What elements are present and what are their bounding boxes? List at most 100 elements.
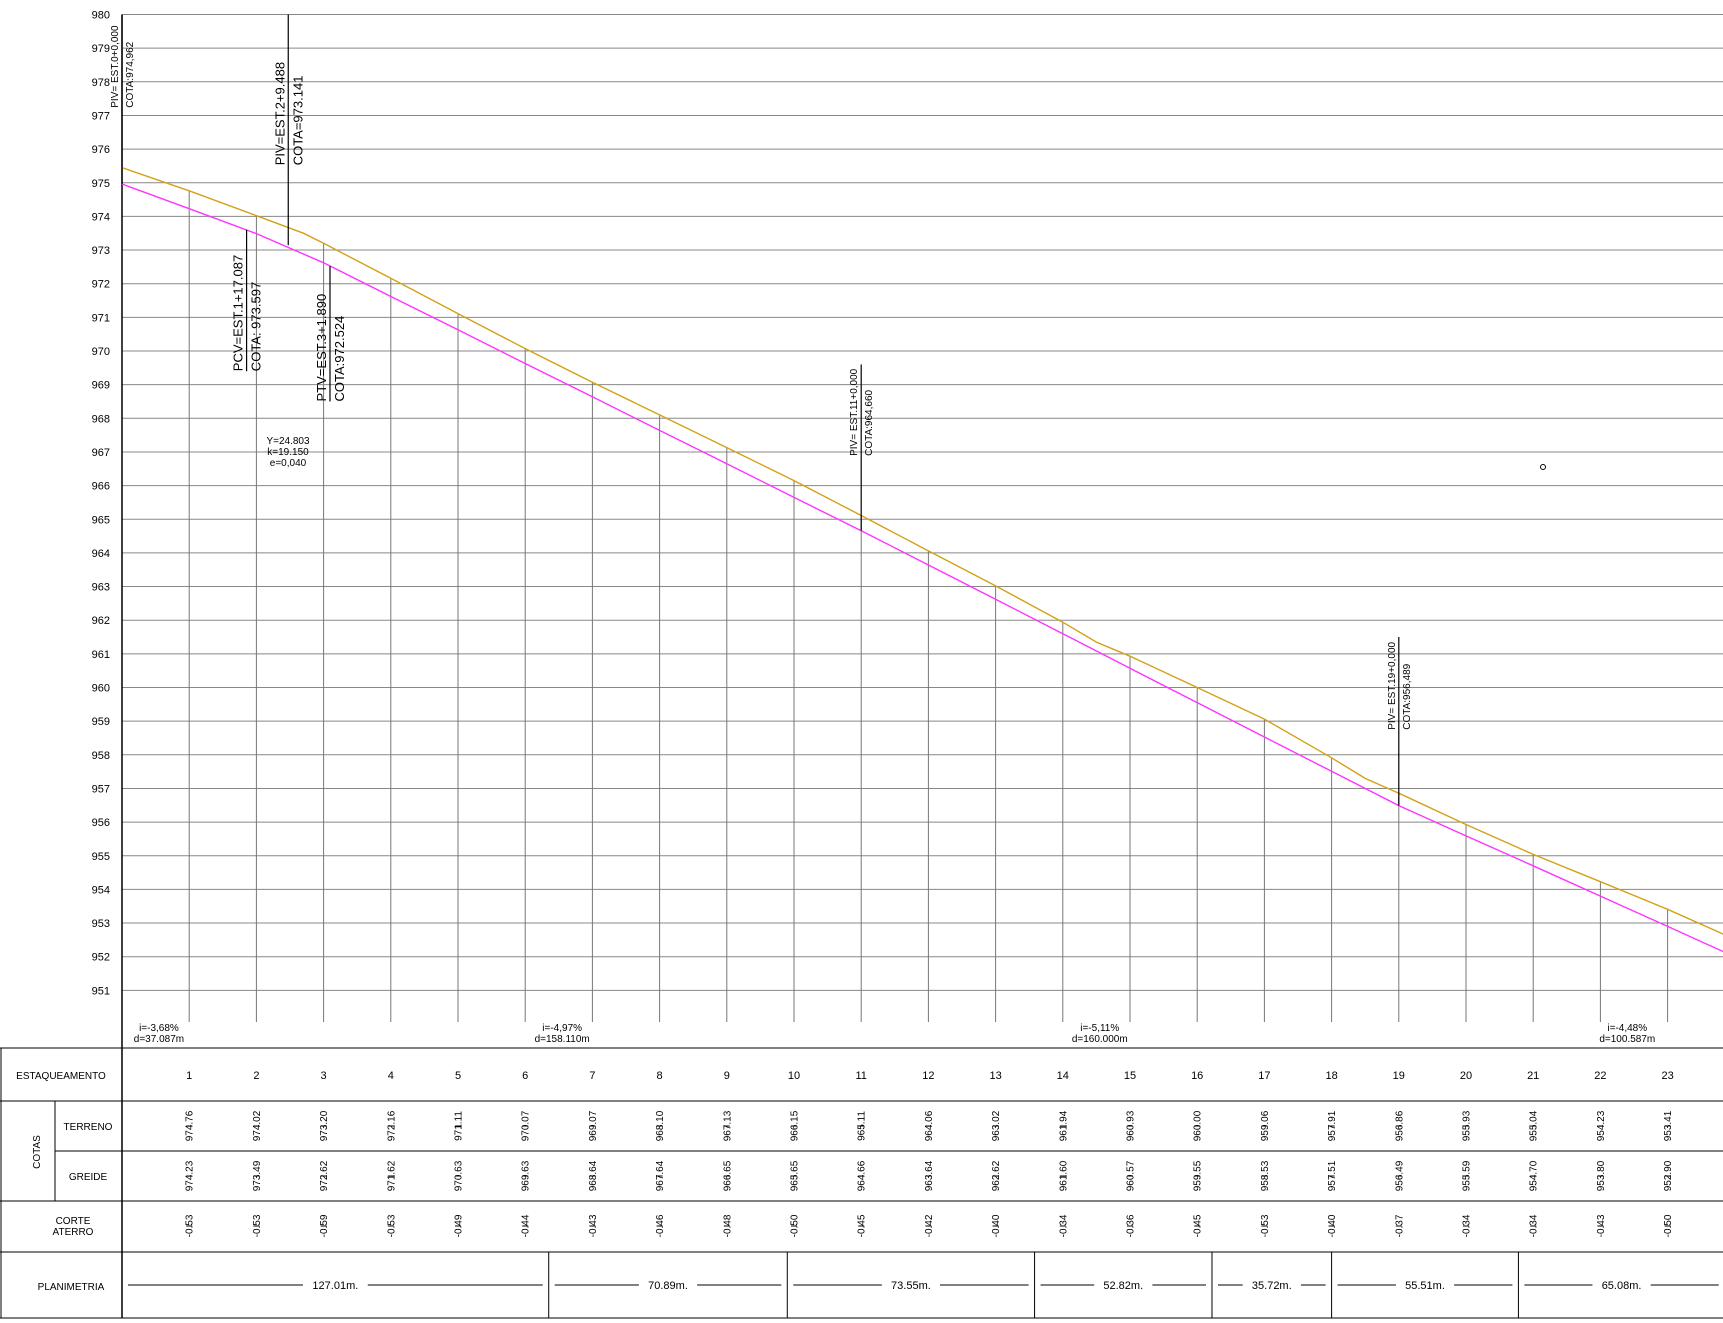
station-label: 2	[253, 1070, 259, 1082]
station-label: 16	[1191, 1070, 1203, 1082]
grade-distance: d=160.000m	[1072, 1034, 1128, 1045]
planimetria-label: 35.72m.	[1252, 1280, 1292, 1292]
station-label: 12	[922, 1070, 934, 1082]
planimetria-label: 73.55m.	[891, 1280, 931, 1292]
station-label: 15	[1124, 1070, 1136, 1082]
planimetria-label: 127.01m.	[312, 1280, 358, 1292]
corte_aterro-value: -0.44	[521, 1214, 532, 1237]
corte_aterro-value: -0.46	[655, 1214, 666, 1237]
greide-value: 962.62	[991, 1160, 1002, 1191]
y-tick-label: 972	[92, 279, 110, 291]
planimetria-label: 65.08m.	[1602, 1280, 1642, 1292]
grade-percent: i=-3,68%	[139, 1023, 179, 1034]
y-tick-label: 955	[92, 851, 110, 863]
greide-value: 968.64	[588, 1160, 599, 1191]
station-label: 23	[1661, 1070, 1673, 1082]
curve-param-y: Y=24.803	[266, 436, 310, 447]
annotation-text: PIV= EST.11+0,000	[849, 368, 860, 456]
corte_aterro-value: -0.50	[790, 1214, 801, 1237]
row-label-aterro: ATERRO	[53, 1227, 94, 1238]
y-tick-label: 976	[92, 144, 110, 156]
y-tick-label: 977	[92, 110, 110, 122]
station-label: 5	[455, 1070, 461, 1082]
stray-point-marker	[1540, 464, 1546, 470]
y-tick-label: 975	[92, 178, 110, 190]
annotation-text: PCV=EST.1+17.087	[231, 255, 246, 371]
terreno-value: 955.93	[1462, 1110, 1473, 1141]
grade-distance: d=158.110m	[535, 1034, 590, 1045]
terreno-value: 974.02	[252, 1110, 263, 1141]
corte_aterro-value: -0.53	[252, 1214, 263, 1237]
corte_aterro-value: -0.49	[454, 1214, 465, 1237]
greide-value: 955.59	[1462, 1160, 1473, 1191]
grade-distance: d=100.587m	[1599, 1034, 1655, 1045]
y-tick-label: 963	[92, 582, 110, 594]
y-tick-label: 962	[92, 615, 110, 627]
annotation-text: COTA:972.524	[332, 316, 347, 402]
corte_aterro-value: -0.50	[1663, 1214, 1674, 1237]
station-label: 6	[522, 1070, 528, 1082]
corte_aterro-value: -0.40	[1327, 1214, 1338, 1237]
terreno-value: 972.16	[386, 1110, 397, 1141]
greide-value: 967.64	[655, 1160, 666, 1191]
station-label: 14	[1057, 1070, 1069, 1082]
y-tick-label: 978	[92, 77, 110, 89]
greide-value: 952.90	[1663, 1160, 1674, 1191]
terreno-value: 968.10	[655, 1110, 666, 1141]
y-tick-label: 966	[92, 481, 110, 493]
corte_aterro-value: -0.34	[1462, 1214, 1473, 1237]
row-label-greide: GREIDE	[69, 1172, 108, 1183]
terreno-value: 966.15	[790, 1110, 801, 1141]
greide-value: 961.60	[1058, 1160, 1069, 1191]
terreno-value: 954.23	[1596, 1110, 1607, 1141]
annotation-text: COTA=973.141	[290, 76, 305, 166]
corte_aterro-value: -0.40	[991, 1214, 1002, 1237]
y-tick-label: 957	[92, 783, 110, 795]
corte_aterro-value: -0.45	[857, 1214, 868, 1237]
annotation-text: COTA:974,962	[125, 41, 136, 107]
y-tick-label: 980	[92, 10, 110, 22]
row-label-corte: CORTE	[56, 1216, 91, 1227]
station-label: 8	[657, 1070, 663, 1082]
y-tick-label: 959	[92, 716, 110, 728]
terreno-value: 955.04	[1529, 1110, 1540, 1141]
station-label: 10	[788, 1070, 800, 1082]
corte_aterro-value: -0.45	[1193, 1214, 1204, 1237]
grade-labels: i=-3,68%d=37.087m i=-4,97%d=158.110m i=-5,…	[134, 1023, 1655, 1045]
y-tick-label: 960	[92, 683, 110, 695]
greide-value: 966.65	[722, 1160, 733, 1191]
corte_aterro-value: -0.53	[185, 1214, 196, 1237]
greide-value: 972.62	[319, 1160, 330, 1191]
greide-value: 960.57	[1126, 1160, 1137, 1191]
terreno-value: 973.20	[319, 1110, 330, 1141]
terreno-value: 953.41	[1663, 1110, 1674, 1141]
terreno-value: 971.11	[454, 1111, 465, 1141]
station-verticals	[188, 190, 1669, 1022]
corte_aterro-value: -0.42	[924, 1214, 935, 1237]
corte_aterro-value: -0.48	[722, 1214, 733, 1237]
greide-value: 959.55	[1193, 1160, 1204, 1191]
y-tick-label: 967	[92, 447, 110, 459]
annotation-text: COTA:964,660	[864, 389, 875, 455]
row-label-planimetria: PLANIMETRIA	[38, 1282, 105, 1293]
grade-percent: i=-4,97%	[542, 1023, 582, 1034]
station-label: 1	[186, 1070, 192, 1082]
y-tick-label: 973	[92, 245, 110, 257]
greide-value: 970.63	[454, 1160, 465, 1191]
station-label: 9	[724, 1070, 730, 1082]
annotation-text: COTA: 973.597	[249, 282, 264, 371]
corte_aterro-value: -0.34	[1529, 1214, 1540, 1237]
planimetria-label: 55.51m.	[1405, 1280, 1445, 1292]
y-tick-label: 951	[92, 985, 110, 997]
terreno-value: 970.07	[521, 1110, 532, 1141]
y-tick-label: 974	[92, 211, 110, 223]
y-tick-label: 954	[92, 884, 110, 896]
greide-value: 963.64	[924, 1160, 935, 1191]
vertical-curve-annotations: PIV= EST.0+0,000 COTA:974,962 PIV=EST.2+9.…	[110, 14, 1413, 806]
corte_aterro-value: -0.59	[319, 1214, 330, 1237]
elevation-grid	[122, 14, 1723, 991]
greide-value: 958.53	[1260, 1160, 1271, 1191]
station-label: 19	[1393, 1070, 1405, 1082]
annotation-text: PIV= EST.19+0,000	[1387, 641, 1398, 729]
grade-percent: i=-5,11%	[1080, 1023, 1119, 1034]
